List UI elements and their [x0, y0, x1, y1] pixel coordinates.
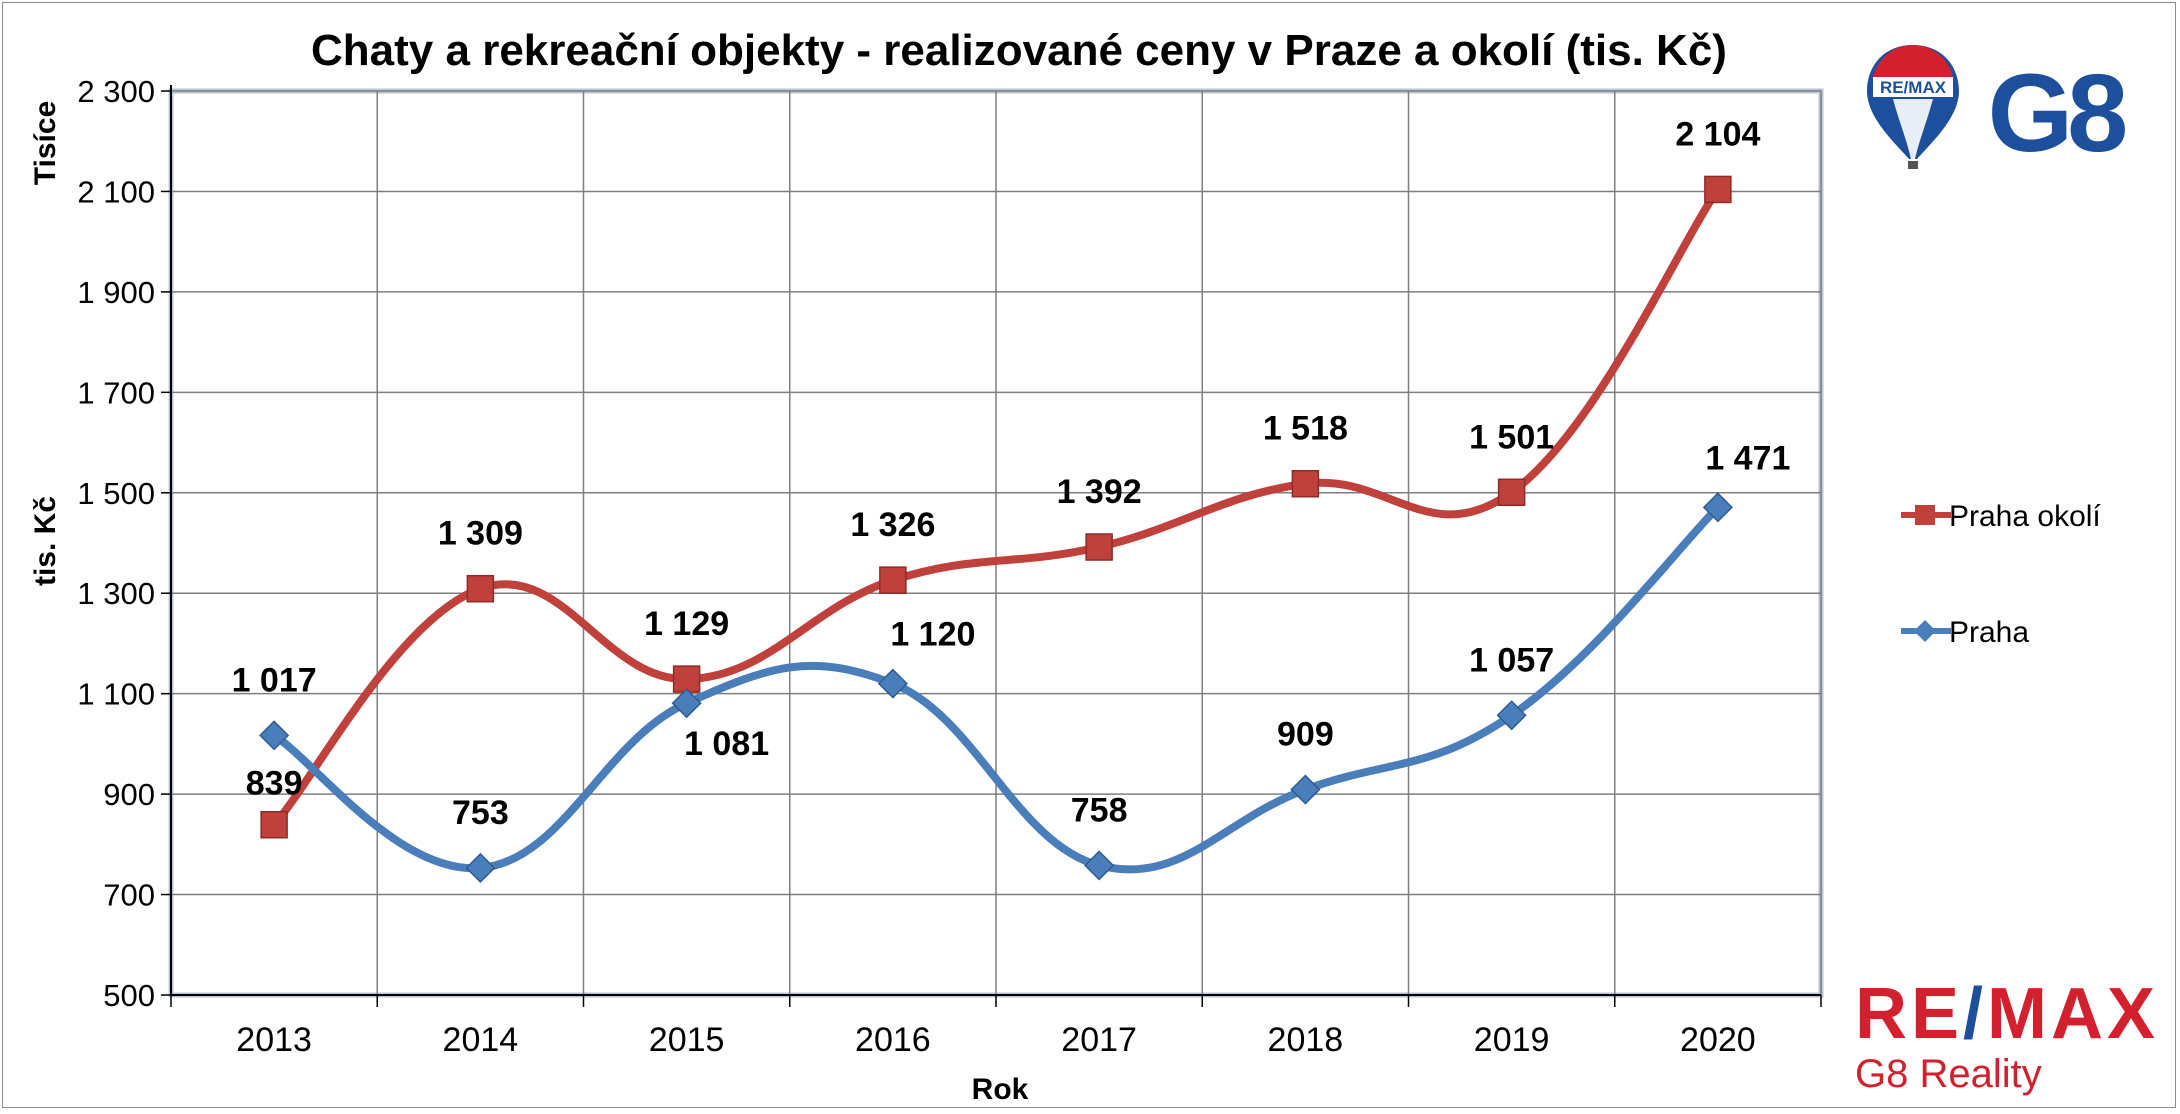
data-label: 1 471	[1705, 439, 1790, 477]
data-point-square	[879, 566, 907, 594]
legend-swatch-marker	[1914, 620, 1936, 642]
data-label: 753	[452, 794, 509, 832]
y-axis-unit-label: Tisíce	[29, 101, 62, 186]
y-tick-label: 700	[103, 878, 155, 913]
data-point-diamond	[877, 668, 908, 699]
data-point-square	[1497, 478, 1526, 507]
remax-brand-name: RE/MAX	[1855, 974, 2160, 1054]
data-point-diamond	[671, 688, 702, 719]
y-tick-label: 1 900	[77, 275, 155, 310]
y-tick-label: 1 700	[77, 375, 155, 410]
data-point-diamond	[1496, 700, 1527, 731]
y-tick-label: 1 100	[77, 677, 155, 712]
balloon-text: RE/MAX	[1880, 78, 1947, 97]
x-tick-label: 2013	[236, 1021, 312, 1059]
data-point-square	[1291, 469, 1320, 498]
x-tick-label: 2018	[1268, 1021, 1344, 1059]
data-label: 1 057	[1469, 641, 1554, 679]
data-label: 1 518	[1263, 410, 1348, 448]
legend-label: Praha okolí	[1949, 500, 2101, 533]
x-axis-title: Rok	[972, 1073, 1029, 1106]
y-axis-title: tis. Kč	[29, 496, 62, 586]
data-point-square	[1085, 533, 1113, 561]
plot-area: 500 700 900 1 100 1 300 1 500 1 700 1 900 2 100 2…	[77, 74, 1824, 1059]
y-tick-label: 2 300	[77, 74, 155, 109]
data-label: 909	[1277, 716, 1334, 754]
data-point-diamond	[1290, 774, 1321, 805]
y-tick-label: 1 500	[77, 476, 155, 511]
data-label: 758	[1071, 791, 1128, 829]
data-label: 1 326	[850, 506, 935, 544]
series-line-praha	[270, 503, 1722, 874]
g8-text: G8	[1988, 52, 2126, 175]
y-tick-label: 1 300	[77, 576, 155, 611]
data-label: 1 392	[1057, 473, 1142, 511]
line-chart: Chaty a rekreační objekty - realizované …	[29, 26, 2101, 1106]
data-label: 1 120	[890, 616, 975, 654]
x-tick-label: 2015	[649, 1021, 725, 1059]
data-point-square	[260, 810, 288, 839]
x-tick-label: 2017	[1061, 1021, 1137, 1059]
data-label: 1 081	[684, 725, 769, 763]
data-label: 1 501	[1469, 418, 1554, 456]
data-label: 1 017	[232, 661, 317, 699]
remax-brand-logo: RE/MAX G8 Reality	[1855, 978, 2155, 1096]
remax-brand-subtitle: G8 Reality	[1855, 1052, 2042, 1096]
data-point-diamond	[465, 852, 496, 883]
legend: Praha okolí Praha	[1901, 500, 2101, 649]
x-tick-label: 2014	[443, 1021, 519, 1059]
y-tick-label: 500	[103, 978, 155, 1013]
data-point-diamond	[259, 720, 290, 751]
chart-title: Chaty a rekreační objekty - realizované …	[311, 26, 1727, 75]
legend-label: Praha	[1949, 616, 2029, 649]
balloon-icon: RE/MAX	[1867, 45, 1959, 169]
data-point-square	[466, 574, 495, 603]
data-label: 839	[246, 765, 303, 803]
data-point-diamond	[1702, 492, 1733, 523]
data-label: 1 309	[438, 515, 523, 553]
remax-g8-logo: RE/MAX G8	[1867, 45, 2131, 175]
legend-swatch-marker	[1915, 505, 1935, 525]
x-tick-label: 2019	[1474, 1021, 1550, 1059]
data-label: 2 104	[1675, 115, 1760, 153]
data-point-square	[1704, 175, 1732, 204]
data-label: 1 129	[644, 605, 729, 643]
x-tick-label: 2020	[1680, 1021, 1756, 1059]
x-tick-label: 2016	[855, 1021, 931, 1059]
y-tick-label: 2 100	[77, 174, 155, 209]
y-tick-label: 900	[103, 777, 155, 812]
data-point-diamond	[1084, 850, 1115, 881]
